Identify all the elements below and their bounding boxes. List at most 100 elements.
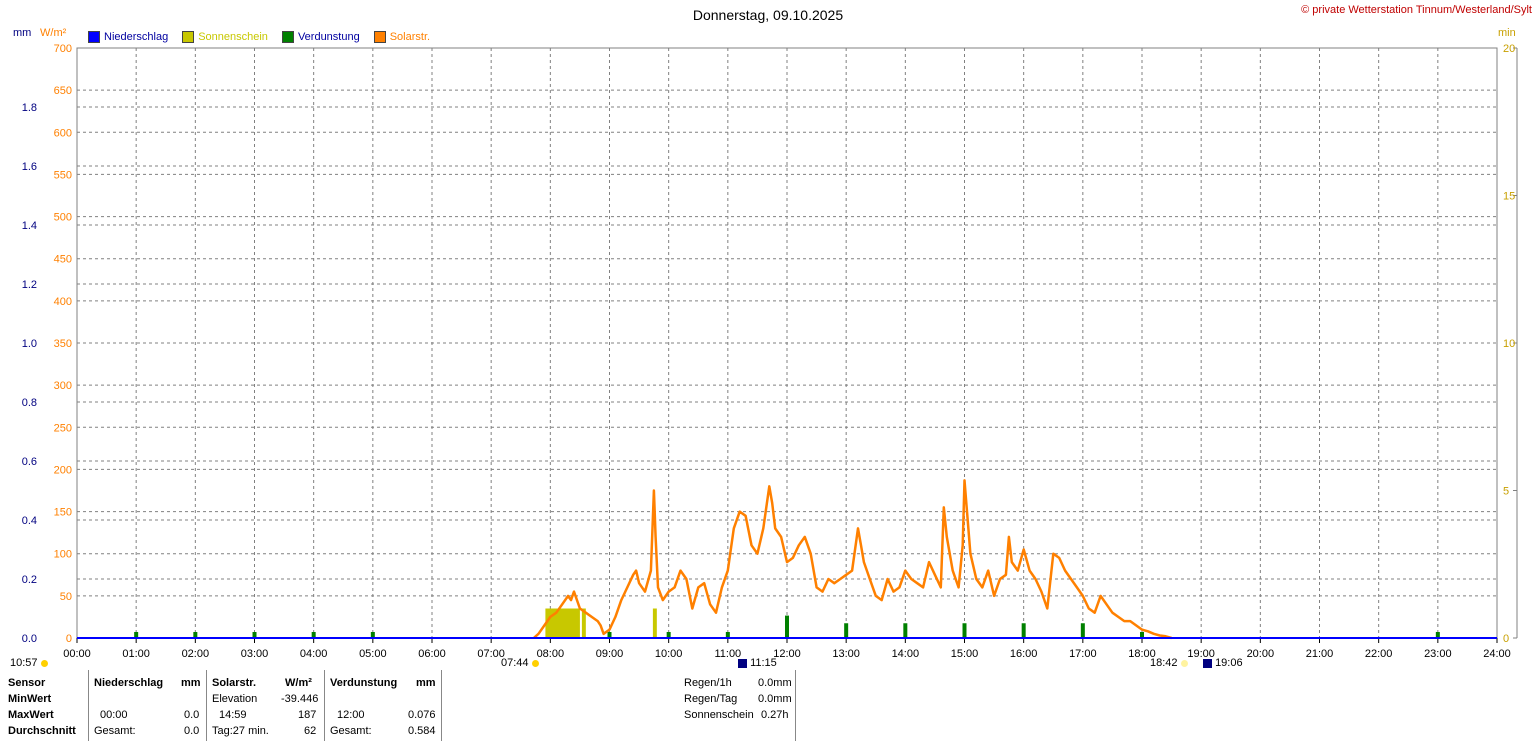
x-tick-label: 18:00	[1128, 648, 1156, 660]
legend-swatch-solar	[373, 31, 386, 43]
copyright-text: © private Wetterstation Tinnum/Westerlan…	[1301, 4, 1532, 16]
col-unit-verdunstung: mm	[416, 677, 436, 689]
table-divider	[206, 670, 207, 741]
y-tick-label-wm2: 0	[66, 633, 72, 645]
row-label-sensor: Sensor	[8, 677, 46, 689]
marker-moonrise: 11:15	[738, 657, 777, 669]
x-tick-label: 19:00	[1187, 648, 1215, 660]
legend: Niederschlag Sonnenschein Verdunstung So…	[88, 31, 430, 43]
table-divider	[795, 670, 796, 741]
nied-max-time: 00:00	[100, 709, 128, 721]
x-tick-label: 17:00	[1069, 648, 1097, 660]
legend-label-solar: Solarstr.	[389, 31, 431, 43]
evaporation-bar	[1140, 632, 1144, 638]
verd-max-val: 0.076	[408, 709, 436, 721]
x-tick-label: 00:00	[63, 648, 91, 660]
moonrise-icon	[738, 658, 747, 668]
legend-swatch-sonnenschein	[182, 31, 195, 43]
row-label-minwert: MinWert	[8, 693, 52, 705]
marker-sunset: 18:42	[1150, 657, 1188, 669]
sunrise-label: 07:44	[501, 657, 529, 669]
sunshine-bar	[545, 608, 580, 638]
verd-gesamt-label: Gesamt:	[330, 725, 372, 737]
evaporation-bar	[844, 623, 849, 638]
y-tick-label-wm2: 650	[54, 85, 72, 97]
evaporation-bar	[725, 632, 730, 638]
x-tick-label: 16:00	[1010, 648, 1038, 660]
x-tick-label: 23:00	[1424, 648, 1452, 660]
y-tick-label-wm2: 450	[54, 254, 72, 266]
regen1h-val: 0.0mm	[758, 677, 792, 689]
y-tick-label-wm2: 700	[54, 43, 72, 55]
col-header-niederschlag: Niederschlag	[94, 677, 164, 689]
moonrise-label: 11:15	[750, 657, 777, 669]
y-tick-label-mm: 1.6	[22, 161, 37, 173]
x-tick-label: 08:00	[537, 648, 565, 660]
evaporation-bar	[1080, 623, 1085, 638]
sunrise-icon	[531, 659, 539, 667]
x-tick-label: 09:00	[596, 648, 624, 660]
x-tick-label: 22:00	[1365, 648, 1393, 660]
regentag-label: Regen/Tag	[684, 693, 738, 705]
x-tick-label: 15:00	[951, 648, 979, 660]
evaporation-bar	[1021, 623, 1026, 638]
verd-max-time: 12:00	[337, 709, 365, 721]
unit-min: min	[1498, 27, 1516, 39]
table-divider	[324, 670, 325, 741]
unit-mm: mm	[13, 27, 32, 39]
elevation-label: Elevation	[212, 693, 258, 705]
sonnenschein-label: Sonnenschein	[684, 709, 754, 721]
chart-title: Donnerstag, 09.10.2025	[692, 7, 844, 23]
y-tick-label-mm: 0.0	[22, 633, 37, 645]
y-tick-label-wm2: 250	[54, 422, 72, 434]
x-tick-label: 20:00	[1247, 648, 1275, 660]
y-tick-label-wm2: 400	[54, 296, 72, 308]
x-tick-label: 13:00	[832, 648, 860, 660]
evaporation-bar	[193, 632, 198, 638]
y-tick-label-mm: 1.0	[22, 338, 37, 350]
y-tick-label-min: 10	[1503, 338, 1515, 350]
sunset-icon	[1180, 659, 1188, 667]
x-tick-label: 24:00	[1483, 648, 1511, 660]
x-tick-label: 01:00	[122, 648, 150, 660]
x-tick-label: 12:00	[773, 648, 801, 660]
marker-moonset: 19:06	[1203, 657, 1243, 669]
legend-item-verdunstung: Verdunstung	[281, 31, 360, 43]
elevation-val: -39.446	[281, 693, 319, 705]
marker-left-time: 10:57	[10, 657, 48, 669]
y-tick-label-wm2: 350	[54, 338, 72, 350]
table-divider	[88, 670, 89, 741]
legend-item-niederschlag: Niederschlag	[88, 31, 168, 43]
x-tick-label: 06:00	[418, 648, 446, 660]
nied-max-val: 0.0	[184, 709, 200, 721]
y-tick-label-mm: 0.2	[22, 574, 37, 586]
evaporation-bar	[370, 632, 375, 638]
marker-left-time-label: 10:57	[10, 657, 38, 669]
evaporation-bar	[666, 632, 671, 638]
moonset-label: 19:06	[1215, 657, 1243, 669]
regentag-val: 0.0mm	[758, 693, 792, 705]
sunshine-bar	[581, 608, 586, 638]
legend-swatch-verdunstung	[281, 31, 294, 43]
sonnenschein-val: 0.27h	[761, 709, 789, 721]
row-label-maxwert: MaxWert	[8, 709, 54, 721]
x-tick-label: 11:00	[714, 648, 741, 660]
x-tick-label: 14:00	[892, 648, 920, 660]
evaporation-bar	[134, 632, 139, 638]
evaporation-bar	[607, 632, 612, 638]
y-tick-label-wm2: 500	[54, 212, 72, 224]
nied-gesamt-label: Gesamt:	[94, 725, 136, 737]
y-tick-label-mm: 1.2	[22, 279, 37, 291]
solar-avg-val: 62	[304, 725, 317, 737]
col-header-verdunstung: Verdunstung	[330, 677, 398, 689]
y-tick-label-wm2: 200	[54, 464, 72, 476]
y-tick-label-wm2: 100	[54, 549, 72, 561]
legend-label-verdunstung: Verdunstung	[297, 31, 360, 43]
y-tick-label-mm: 0.6	[22, 456, 37, 468]
unit-wm2: W/m²	[40, 27, 67, 39]
legend-item-solar: Solarstr.	[373, 31, 431, 43]
table-divider	[441, 670, 442, 741]
x-tick-label: 07:00	[477, 648, 505, 660]
sunset-label: 18:42	[1150, 657, 1178, 669]
